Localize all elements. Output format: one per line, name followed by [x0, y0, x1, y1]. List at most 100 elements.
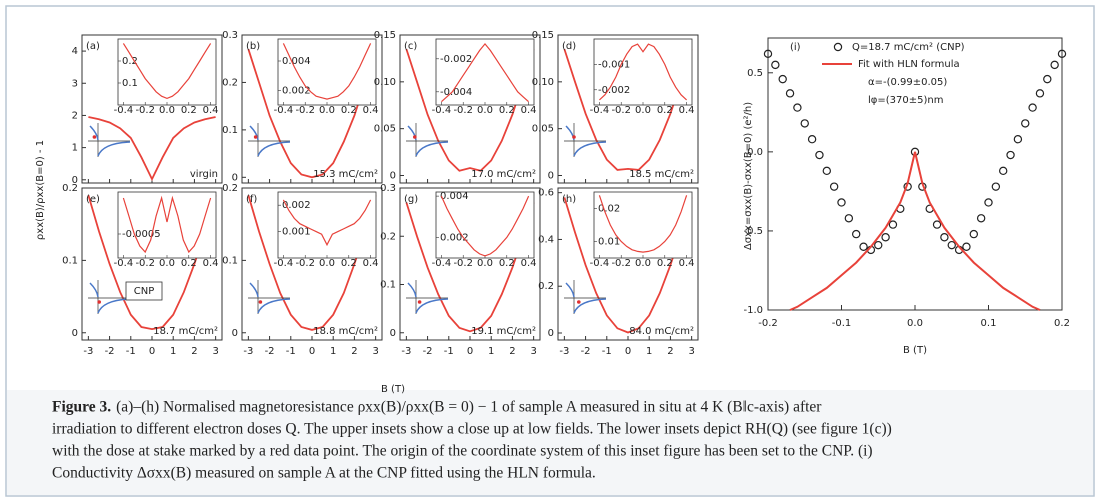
inset-x-tick-label: 0.0	[319, 105, 335, 116]
y-tick-label: 0	[232, 172, 238, 183]
panel-label: (d)	[562, 41, 576, 52]
y-tick-label: 0.5	[747, 68, 763, 79]
x-tick-label: -1	[602, 346, 612, 357]
data-point	[1035, 89, 1045, 98]
inset-y-tick-label: 0.004	[282, 56, 311, 67]
x-tick-label: -3	[243, 346, 253, 357]
rh-curve	[249, 282, 291, 314]
dose-label: virgin	[190, 169, 218, 180]
data-point	[844, 214, 854, 223]
y-tick-label: 0.2	[380, 231, 396, 242]
inset-y-tick-label: -0.004	[440, 87, 472, 98]
inset-x-tick-label: 0.2	[499, 258, 515, 269]
rh-dose-point	[92, 135, 97, 139]
data-point	[815, 150, 824, 160]
inset-x-tick-label: 0.2	[181, 105, 197, 116]
inset-curve	[598, 195, 688, 253]
inset-y-tick-label: 0.002	[282, 200, 311, 211]
data-point	[962, 242, 971, 251]
curve	[563, 48, 693, 171]
dose-label: 17.0 mC/cm²	[471, 169, 536, 180]
x-tick-label: 1	[488, 346, 494, 357]
x-tick-label: 1	[646, 346, 652, 357]
y-tick-label: 0.05	[532, 124, 554, 135]
inset-x-tick-label: 0.0	[159, 258, 175, 269]
y-tick-label: 0.4	[538, 234, 554, 245]
x-axis-label: B (T)	[381, 384, 405, 395]
y-tick-label: 0.1	[222, 255, 238, 266]
rh-dose-point	[417, 300, 422, 304]
y-tick-label: 0.6	[538, 188, 554, 199]
rh-curve	[407, 282, 449, 314]
data-point	[1043, 74, 1052, 84]
y-tick-label: 0	[72, 328, 78, 339]
x-tick-label: 3	[372, 346, 378, 357]
x-tick-label: 3	[530, 346, 536, 357]
rh-curve	[89, 125, 131, 157]
fit-line	[789, 151, 1041, 311]
x-tick-label: 2	[191, 346, 197, 357]
inset-frame	[277, 38, 377, 106]
inset-x-tick-label: -0.4	[114, 258, 134, 269]
y-tick-label: 4	[72, 46, 78, 57]
data-point	[822, 166, 832, 176]
caption-line: irradiation to different electron doses …	[52, 421, 892, 438]
cnp-label: CNP	[134, 286, 155, 297]
inset-x-tick-label: 0.0	[635, 105, 651, 116]
inset-y-tick-label: 0.002	[440, 232, 469, 243]
inset-curve	[598, 43, 688, 101]
data-point	[837, 198, 846, 207]
data-point	[1050, 60, 1059, 70]
caption-line: (a)–(h) Normalised magnetoresistance ρxx…	[116, 399, 822, 416]
y-tick-label: 0.05	[374, 124, 396, 135]
y-tick-label: 0.1	[222, 125, 238, 136]
caption-label: Figure 3.	[52, 399, 111, 416]
caption-line: with the dose at stake marked by a red d…	[52, 443, 873, 460]
inset-x-tick-label: -0.2	[611, 258, 631, 269]
inset-y-tick-label: 0.02	[598, 204, 620, 215]
data-point	[800, 119, 809, 128]
curve	[88, 116, 216, 182]
data-point	[785, 89, 795, 98]
data-point	[984, 198, 993, 207]
inset-x-tick-label: 0.0	[319, 258, 335, 269]
curve	[247, 48, 377, 179]
x-tick-label: 0.0	[907, 318, 923, 329]
x-tick-label: 1	[170, 346, 176, 357]
rh-curve	[407, 125, 449, 157]
dose-label: 19.1 mC/cm²	[471, 326, 536, 337]
inset-curve	[282, 199, 372, 247]
data-point	[778, 74, 787, 84]
inset-y-tick-label: 0.004	[440, 191, 469, 202]
y-tick-label: 0.2	[538, 281, 554, 292]
panel-label: (g)	[404, 194, 418, 205]
data-point	[1006, 150, 1015, 160]
y-tick-label: 0.0	[747, 147, 763, 158]
y-tick-label: 0	[390, 328, 396, 339]
y-tick-label: 0.3	[222, 30, 238, 41]
inset-x-tick-label: 0.4	[679, 105, 695, 116]
dose-label: 84.0 mC/cm²	[629, 326, 694, 337]
y-tick-label: -0.5	[743, 226, 763, 237]
data-point	[1021, 119, 1030, 128]
x-tick-label: 2	[351, 346, 357, 357]
y-tick-label: 0.10	[532, 77, 554, 88]
data-point	[852, 229, 861, 239]
data-point	[1028, 103, 1037, 112]
inset-x-tick-label: -0.4	[114, 105, 134, 116]
panel-label: (h)	[562, 194, 576, 205]
x-tick-label: 0	[309, 346, 315, 357]
inset-frame	[593, 191, 693, 259]
data-point	[793, 103, 802, 112]
inset-frame	[435, 38, 535, 106]
inset-x-tick-label: -0.4	[274, 105, 294, 116]
inset-y-tick-label: 0.001	[282, 227, 311, 238]
dose-label: 18.8 mC/cm²	[313, 326, 378, 337]
x-tick-label: -2	[581, 346, 591, 357]
inset-x-tick-label: 0.4	[679, 258, 695, 269]
caption-line: Conductivity Δσxx(B) measured on sample …	[52, 465, 596, 482]
inset-curve	[441, 42, 529, 103]
inset-y-tick-label: -0.002	[440, 54, 472, 65]
panel-label: (f)	[246, 194, 257, 205]
